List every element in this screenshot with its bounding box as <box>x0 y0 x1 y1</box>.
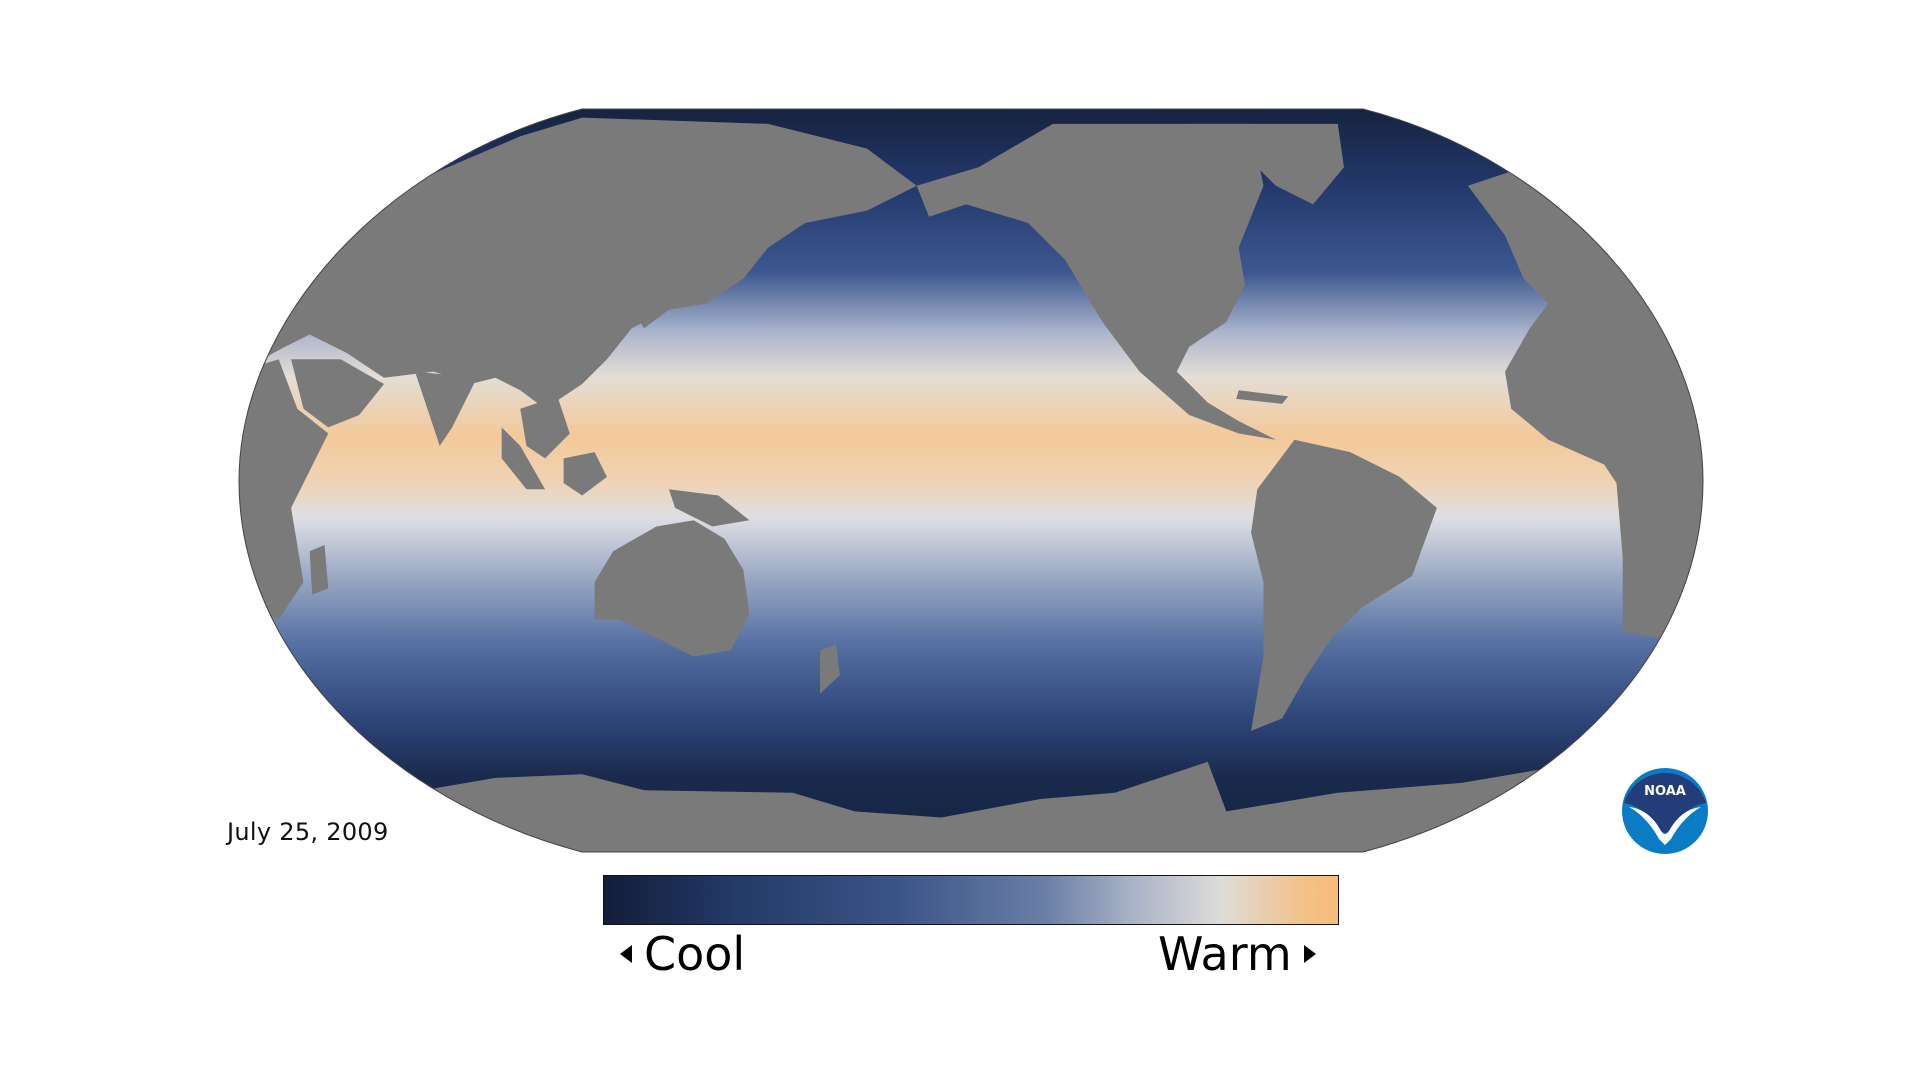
date-label: July 25, 2009 <box>227 818 389 846</box>
land-sumatra <box>501 427 546 490</box>
land-north-america <box>916 123 1276 440</box>
land-cuba <box>1236 390 1289 404</box>
land-south-america <box>1251 439 1437 731</box>
land-southeast-asia <box>520 396 570 459</box>
right-arrow-icon <box>1303 945 1316 963</box>
land-madagascar <box>309 545 329 595</box>
color-scale-bar <box>603 875 1339 925</box>
land-greenland <box>1189 123 1344 205</box>
svg-text:NOAA: NOAA <box>1644 784 1686 799</box>
cool-text: Cool <box>644 927 746 981</box>
warm-text: Warm <box>1158 927 1292 981</box>
noaa-logo: NOAA <box>1622 768 1708 854</box>
land-borneo <box>563 452 607 496</box>
land-antarctica <box>239 761 1703 852</box>
warm-label: Warm <box>1158 926 1316 982</box>
cool-label: Cool <box>620 926 745 982</box>
land-africa-west <box>239 359 329 620</box>
land-arabia <box>291 359 384 428</box>
map-border <box>238 108 1704 853</box>
land-india <box>414 371 477 446</box>
land-new-guinea <box>668 489 750 527</box>
land-australia <box>594 520 750 657</box>
land-japan <box>631 272 676 329</box>
land-new-zealand <box>820 644 840 694</box>
left-arrow-icon <box>620 945 632 963</box>
